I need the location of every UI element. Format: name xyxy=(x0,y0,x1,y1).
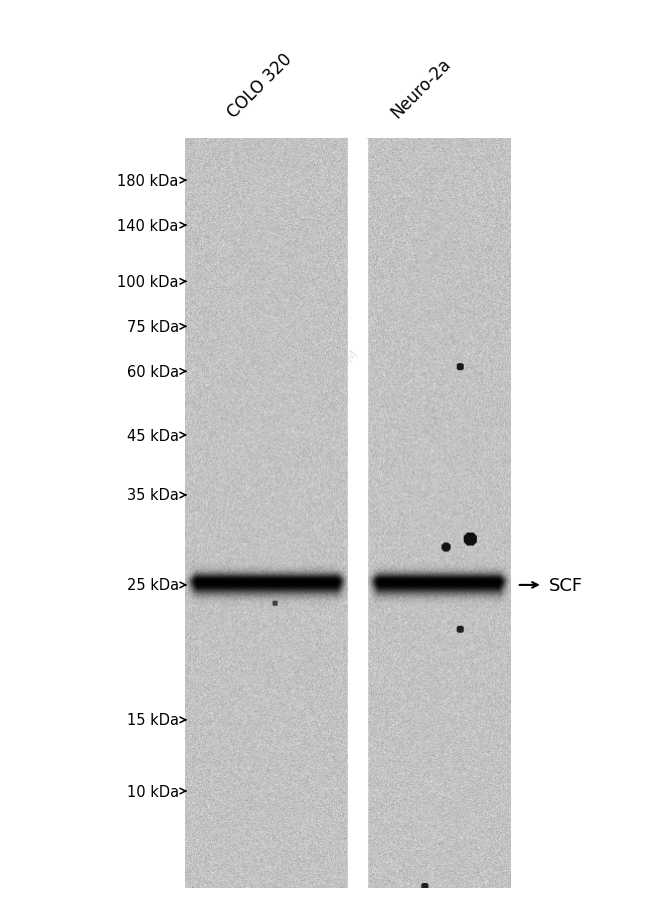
Text: 10 kDa: 10 kDa xyxy=(127,784,179,798)
Text: 100 kDa: 100 kDa xyxy=(117,274,179,290)
Text: 180 kDa: 180 kDa xyxy=(118,173,179,189)
Text: SCF: SCF xyxy=(549,576,584,594)
Text: WWW.PTGAB.COM: WWW.PTGAB.COM xyxy=(262,347,362,446)
Text: 15 kDa: 15 kDa xyxy=(127,713,179,728)
Text: 60 kDa: 60 kDa xyxy=(127,364,179,380)
Text: 45 kDa: 45 kDa xyxy=(127,428,179,443)
Text: 75 kDa: 75 kDa xyxy=(127,319,179,335)
Text: Neuro-2a: Neuro-2a xyxy=(387,55,454,122)
Text: COLO 320: COLO 320 xyxy=(224,51,296,122)
Text: 25 kDa: 25 kDa xyxy=(127,578,179,593)
Text: 35 kDa: 35 kDa xyxy=(127,488,179,503)
Text: 140 kDa: 140 kDa xyxy=(118,218,179,234)
